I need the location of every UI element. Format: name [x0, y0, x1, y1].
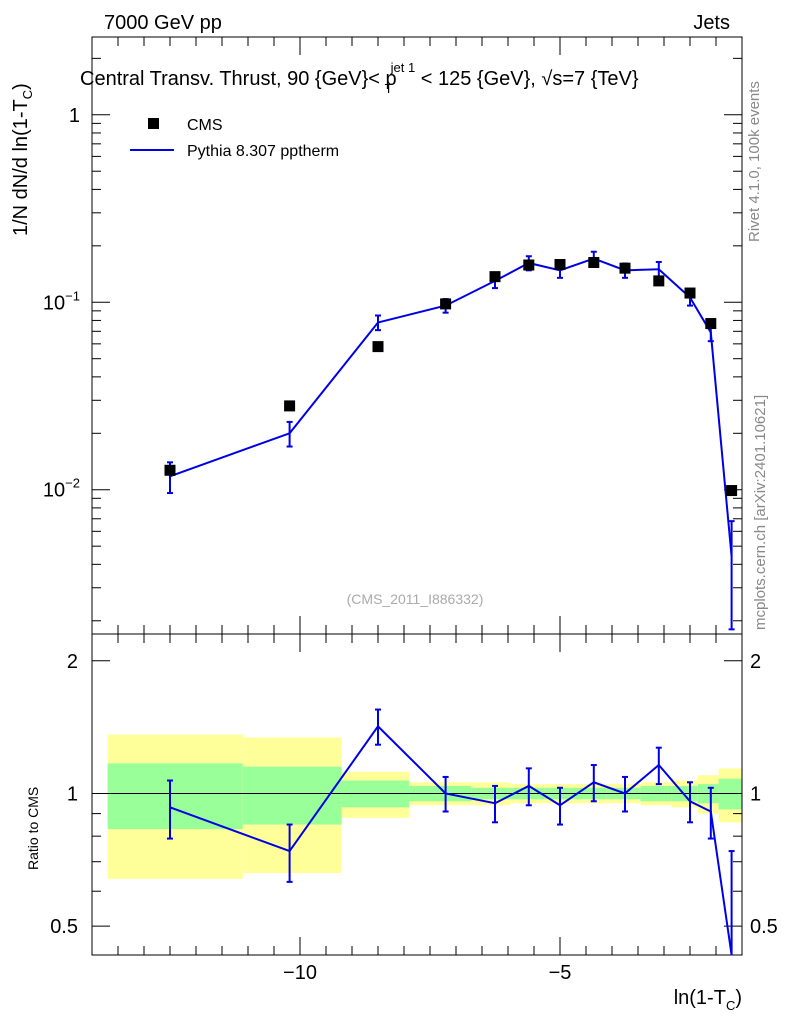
ratio-bands [107, 734, 742, 879]
ratio-band-inner [242, 766, 342, 825]
main-y-tick-label: 10−2 [43, 476, 80, 502]
data-point [372, 341, 384, 353]
data-series [164, 256, 738, 497]
x-axis-label: ln(1-TC) [674, 987, 742, 1013]
data-point [705, 318, 717, 330]
ratio-y-axis-ticks: 2 2 1 1 0.5 0.5 [50, 651, 778, 938]
data-point [684, 287, 696, 299]
data-point [619, 262, 631, 274]
ratio-x-axis-ticks: −10 −5 [91, 634, 743, 984]
ratio-plot-frame [91, 633, 743, 956]
ratio-y-tick-label: 2 [67, 651, 78, 673]
ratio-band-inner [107, 763, 243, 830]
x-tick-label: −10 [283, 962, 317, 984]
data-point [489, 271, 501, 283]
ratio-y-tick-label-right: 1 [750, 783, 761, 805]
title-tail: < 125 {GeV}, √s=7 {TeV} [415, 68, 639, 90]
plot-title: Central Transv. Thrust, 90 {GeV}< pTjet … [80, 60, 639, 96]
main-x-axis-ticks [91, 37, 743, 634]
ratio-y-tick-label-right: 2 [750, 651, 761, 673]
data-point [523, 259, 535, 271]
legend-data-marker [148, 118, 159, 129]
ratio-y-label: Ratio to CMS [25, 787, 41, 870]
ratio-band-inner [718, 778, 742, 810]
title-sub: T [385, 81, 393, 96]
mc-series [167, 250, 735, 631]
data-point [726, 485, 738, 497]
main-y-tick-label: 10−1 [43, 288, 80, 314]
title-main: Central Transv. Thrust, 90 {GeV}< p [80, 68, 397, 90]
x-tick-label: −5 [549, 962, 572, 984]
analysis-watermark: (CMS_2011_I886332) [347, 591, 484, 607]
data-point [653, 275, 665, 287]
ratio-series [167, 708, 735, 956]
main-y-tick-label: 1 [69, 105, 80, 127]
data-point [588, 256, 600, 268]
header-energy: 7000 GeV pp [104, 12, 222, 34]
header-process: Jets [693, 12, 730, 34]
main-y-axis-ticks: 1 10−1 10−2 [43, 57, 742, 622]
data-point [284, 400, 296, 412]
rivet-label: Rivet 4.1.0, 100k events [746, 81, 763, 242]
ratio-y-tick-label: 1 [67, 783, 78, 805]
mcplots-label: mcplots.cern.ch [arXiv:2401.10621] [752, 395, 769, 630]
legend-mc-label: Pythia 8.307 pptherm [187, 143, 339, 160]
ratio-y-tick-label-right: 0.5 [750, 916, 778, 938]
legend-data-label: CMS [187, 117, 223, 134]
main-y-label: 1/N dN/d ln(1-TC) [10, 83, 35, 236]
ratio-y-tick-label: 0.5 [50, 916, 78, 938]
data-point [440, 298, 452, 310]
data-point [164, 464, 176, 476]
title-sup: jet 1 [390, 60, 416, 75]
data-point [554, 259, 566, 271]
